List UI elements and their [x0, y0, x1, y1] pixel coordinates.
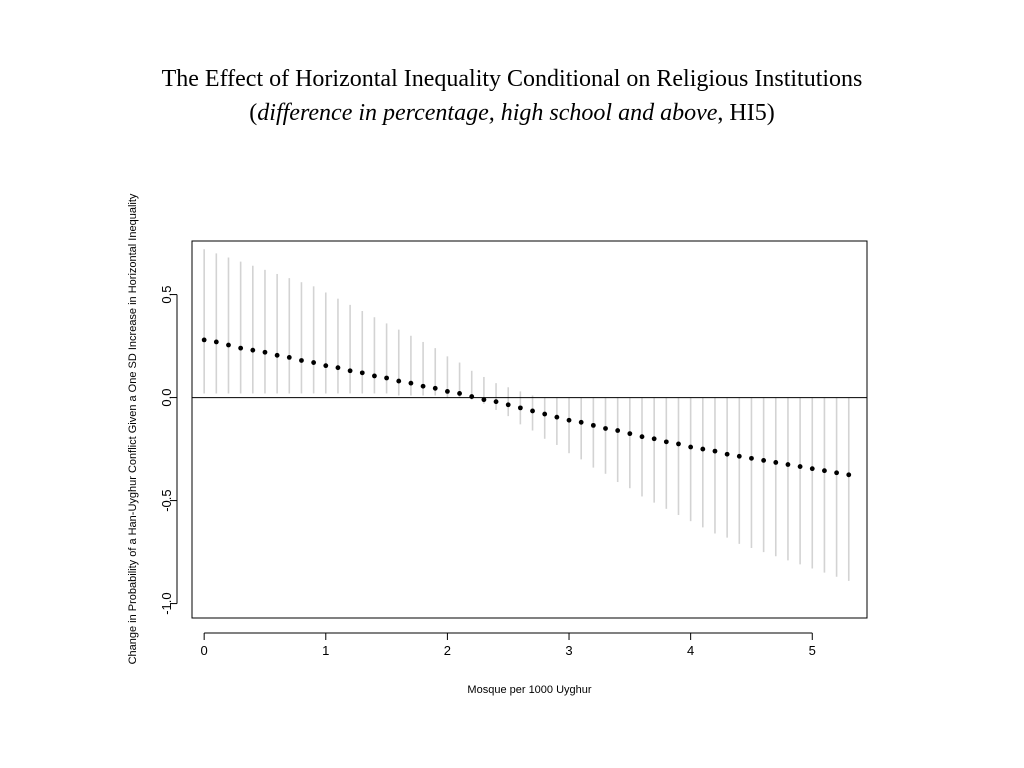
y-axis: -1.0 -0.5 0.0 0.5 [159, 286, 178, 615]
point-estimate [578, 419, 584, 425]
point-estimate [238, 345, 244, 351]
point-estimate [761, 458, 767, 463]
point-estimate [408, 380, 414, 386]
x-tick-label: 3 [565, 643, 572, 658]
title-line-2-open: ( [249, 100, 258, 126]
point-estimate [311, 360, 317, 365]
point-estimate [663, 439, 669, 445]
point-estimate [785, 462, 791, 467]
y-tick-label: -0.5 [159, 489, 174, 511]
point-estimate [846, 472, 852, 478]
point-estimate [286, 354, 292, 360]
point-estimate [445, 388, 450, 394]
point-estimate [457, 391, 462, 396]
point-estimate [396, 378, 402, 384]
title-line-1: The Effect of Horizontal Inequality Cond… [161, 66, 863, 92]
point-estimate [773, 460, 779, 465]
x-axis-title: Mosque per 1000 Uyghur [467, 684, 591, 696]
point-estimate [359, 370, 365, 376]
title-line-2: (difference in percentage, high school a… [0, 96, 1024, 130]
x-tick-label: 4 [687, 643, 694, 658]
point-estimate [712, 448, 718, 454]
x-tick-label: 1 [322, 643, 329, 658]
point-estimate [347, 368, 353, 374]
point-estimate [335, 365, 341, 371]
point-estimate [566, 417, 572, 423]
point-estimate [724, 451, 730, 457]
title-line-2-rest: , HI5) [717, 100, 775, 126]
plot-frame [191, 240, 868, 619]
point-estimate [822, 468, 827, 474]
point-estimate [505, 402, 511, 408]
point-estimate [250, 347, 256, 353]
point-estimate [299, 358, 304, 363]
point-estimate [688, 444, 694, 450]
point-estimate [274, 352, 280, 358]
point-estimate [323, 363, 329, 369]
point-estimate [676, 441, 681, 447]
x-axis: 0 1 2 3 4 5 [201, 632, 816, 658]
y-tick-label: 0.5 [159, 286, 174, 304]
point-estimate [493, 399, 499, 405]
point-estimate [736, 453, 742, 459]
point-estimate [809, 466, 815, 472]
point-estimate [797, 464, 803, 469]
point-estimate [749, 455, 754, 461]
point-estimate [554, 414, 560, 420]
title-line-2-italic: difference in percentage, high school an… [257, 100, 718, 126]
x-tick-label: 5 [809, 643, 816, 658]
x-tick-label: 0 [201, 643, 208, 658]
point-estimate [201, 337, 207, 343]
point-estimate [213, 339, 219, 345]
point-estimate [651, 436, 657, 442]
point-estimate [432, 385, 438, 391]
point-estimates [201, 337, 852, 478]
point-estimate [700, 446, 706, 452]
point-estimate [615, 428, 621, 433]
point-estimate [226, 342, 231, 348]
y-axis-title: Change in Probability of a Han-Uyghur Co… [127, 193, 139, 664]
point-estimate [517, 405, 523, 411]
point-estimate [590, 422, 596, 428]
point-estimate [834, 470, 839, 476]
point-estimate [469, 394, 475, 399]
point-estimate [530, 408, 535, 414]
point-estimate [262, 349, 268, 355]
point-estimate [639, 434, 645, 440]
slide-title: The Effect of Horizontal Inequality Cond… [0, 62, 1024, 130]
point-estimate [372, 373, 377, 379]
point-estimate [603, 426, 608, 431]
y-tick-label: -1.0 [159, 592, 174, 614]
confidence-intervals [203, 249, 850, 581]
point-estimate [627, 431, 633, 437]
point-estimate [384, 375, 389, 381]
y-tick-label: 0.0 [159, 389, 174, 407]
point-estimate [481, 397, 487, 403]
point-estimate [542, 411, 548, 417]
x-tick-label: 2 [444, 643, 451, 658]
point-estimate [420, 383, 426, 389]
